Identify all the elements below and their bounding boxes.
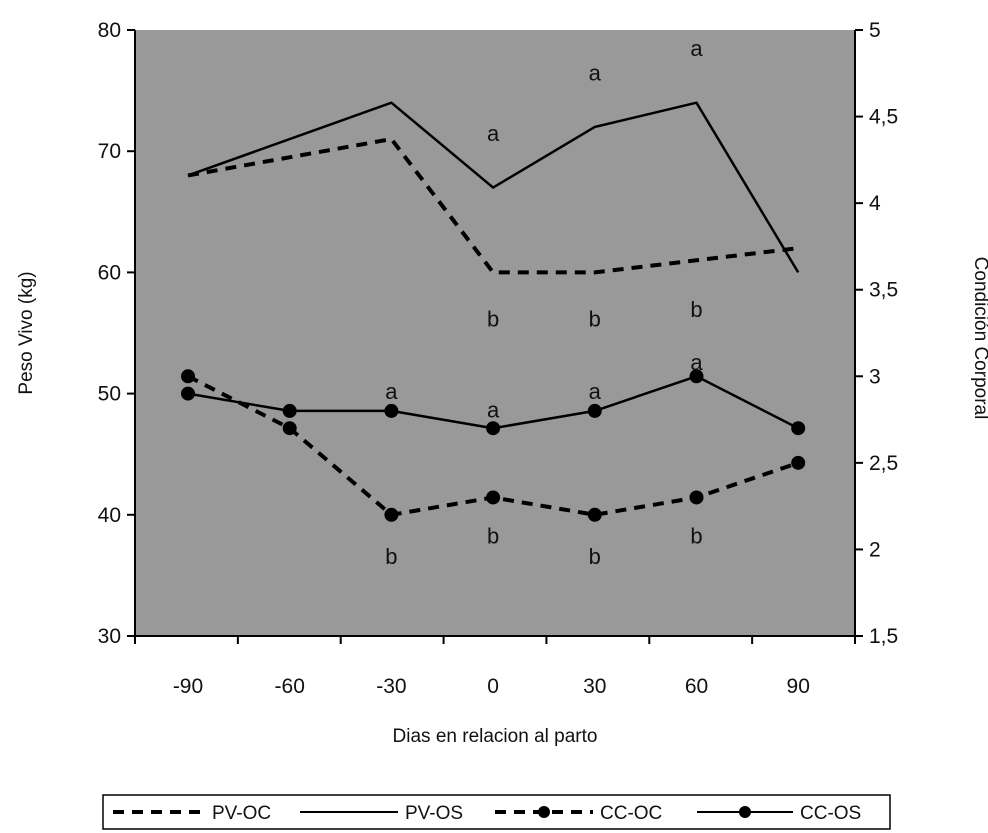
data-point-cc-oc bbox=[587, 507, 602, 522]
y2-tick-label: 4 bbox=[869, 192, 881, 215]
x-tick-label: 0 bbox=[487, 675, 499, 698]
series-line-pv-os bbox=[187, 101, 800, 274]
y2-tick-label: 4,5 bbox=[869, 106, 898, 129]
legend-label-pv-oc: PV-OC bbox=[212, 803, 271, 824]
data-point-cc-os bbox=[689, 369, 704, 384]
data-point-cc-os bbox=[486, 421, 501, 436]
y2-tick-label: 5 bbox=[869, 19, 881, 42]
annotation-layer: a a a b b b a a a a b b b b bbox=[385, 36, 703, 569]
data-point-cc-oc bbox=[689, 490, 704, 505]
significance-label: b bbox=[385, 544, 397, 569]
significance-label: b bbox=[589, 544, 601, 569]
x-tick-label: -90 bbox=[173, 675, 203, 698]
x-tick-label: -60 bbox=[275, 675, 305, 698]
y2-tick-label: 3 bbox=[869, 365, 881, 388]
significance-label: b bbox=[690, 297, 702, 322]
data-point-cc-os bbox=[791, 421, 806, 436]
series-line-pv-oc bbox=[187, 137, 799, 275]
x-tick-label: 60 bbox=[685, 675, 708, 698]
y-tick-label: 40 bbox=[98, 504, 121, 527]
x-axis-title: Dias en relacion al parto bbox=[393, 726, 598, 747]
y-tick-label: 30 bbox=[98, 625, 121, 648]
data-point-cc-oc bbox=[791, 455, 806, 470]
plot-area bbox=[135, 30, 855, 636]
legend-label-cc-os: CC-OS bbox=[800, 803, 861, 824]
y-tick-label: 50 bbox=[98, 383, 121, 406]
significance-label: a bbox=[487, 121, 500, 146]
significance-label: b bbox=[690, 523, 702, 548]
legend: PV-OC PV-OS CC-OC CC-OS bbox=[102, 794, 891, 830]
data-point-cc-oc bbox=[282, 421, 297, 436]
significance-label: a bbox=[589, 379, 602, 404]
data-point-cc-os bbox=[181, 386, 195, 401]
y-tick-label: 80 bbox=[98, 19, 121, 42]
y-axis-title: Peso Vivo (kg) bbox=[16, 271, 37, 394]
data-point-cc-os bbox=[587, 403, 602, 418]
legend-label-cc-oc: CC-OC bbox=[600, 803, 662, 824]
x-tick-label: 30 bbox=[583, 675, 606, 698]
data-point-cc-os bbox=[384, 403, 399, 418]
series-layer bbox=[181, 101, 806, 522]
data-point-cc-oc bbox=[181, 369, 195, 384]
significance-label: b bbox=[487, 306, 499, 331]
y-tick-label: 60 bbox=[98, 261, 121, 284]
significance-label: b bbox=[487, 523, 499, 548]
significance-label: a bbox=[385, 379, 398, 404]
y-tick-label: 70 bbox=[98, 140, 121, 163]
y2-tick-label: 1,5 bbox=[869, 625, 898, 648]
x-tick-label: 90 bbox=[787, 675, 810, 698]
legend-marker-cc-os bbox=[739, 806, 751, 818]
data-point-cc-oc bbox=[486, 490, 501, 505]
significance-label: a bbox=[690, 350, 703, 375]
significance-label: b bbox=[589, 306, 601, 331]
significance-label: a bbox=[487, 397, 500, 422]
legend-label-pv-os: PV-OS bbox=[405, 803, 463, 824]
significance-label: a bbox=[690, 36, 703, 61]
y2-tick-label: 3,5 bbox=[869, 279, 898, 302]
data-point-cc-os bbox=[282, 403, 297, 418]
axis-layer: 30 40 50 60 70 80 1,5 2 2,5 3 3,5 4 4,5 5 -90 -60 -30 0 30… bbox=[98, 19, 899, 698]
y2-tick-label: 2,5 bbox=[869, 452, 898, 475]
legend-marker-cc-oc bbox=[538, 806, 550, 818]
y2-tick-label: 2 bbox=[869, 538, 881, 561]
data-point-cc-oc bbox=[384, 507, 399, 522]
x-tick-label: -30 bbox=[376, 675, 406, 698]
significance-label: a bbox=[589, 60, 602, 85]
y2-axis-title: Condición Corporal bbox=[970, 257, 988, 420]
